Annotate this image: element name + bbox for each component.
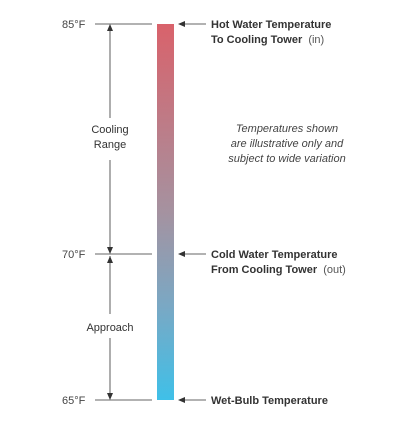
cooling-range-label-line2: Range <box>94 139 126 151</box>
illustrative-note-line1: Temperatures shown <box>236 123 338 135</box>
cold-water-label-main: From Cooling Tower <box>211 264 318 276</box>
cold-water-label-line2: From Cooling Tower (out) <box>211 264 346 276</box>
cooling-range-label-line1: Cooling <box>91 124 128 136</box>
approach-label: Approach <box>86 322 133 334</box>
hot-water-label-line2: To Cooling Tower (in) <box>211 34 324 46</box>
approach-arrow <box>107 256 113 400</box>
temperature-gradient-bar <box>157 24 174 400</box>
wetbulb-callout-arrow <box>178 397 206 403</box>
temp-label-85: 85°F <box>62 19 86 31</box>
illustrative-note-line2: are illustrative only and <box>231 138 344 150</box>
hot-water-label-line1: Hot Water Temperature <box>211 19 331 31</box>
temp-label-65: 65°F <box>62 395 86 407</box>
hot-water-label-main: To Cooling Tower <box>211 34 303 46</box>
hot-water-label-suffix: (in) <box>308 34 324 46</box>
hot-water-callout-arrow <box>178 21 206 27</box>
cold-water-label-line1: Cold Water Temperature <box>211 249 338 261</box>
temp-label-70: 70°F <box>62 249 86 261</box>
cold-water-label-suffix: (out) <box>323 264 346 276</box>
cooling-range-arrow <box>107 24 113 254</box>
wetbulb-label: Wet-Bulb Temperature <box>211 395 328 407</box>
illustrative-note-line3: subject to wide variation <box>228 153 345 165</box>
cold-water-callout-arrow <box>178 251 206 257</box>
